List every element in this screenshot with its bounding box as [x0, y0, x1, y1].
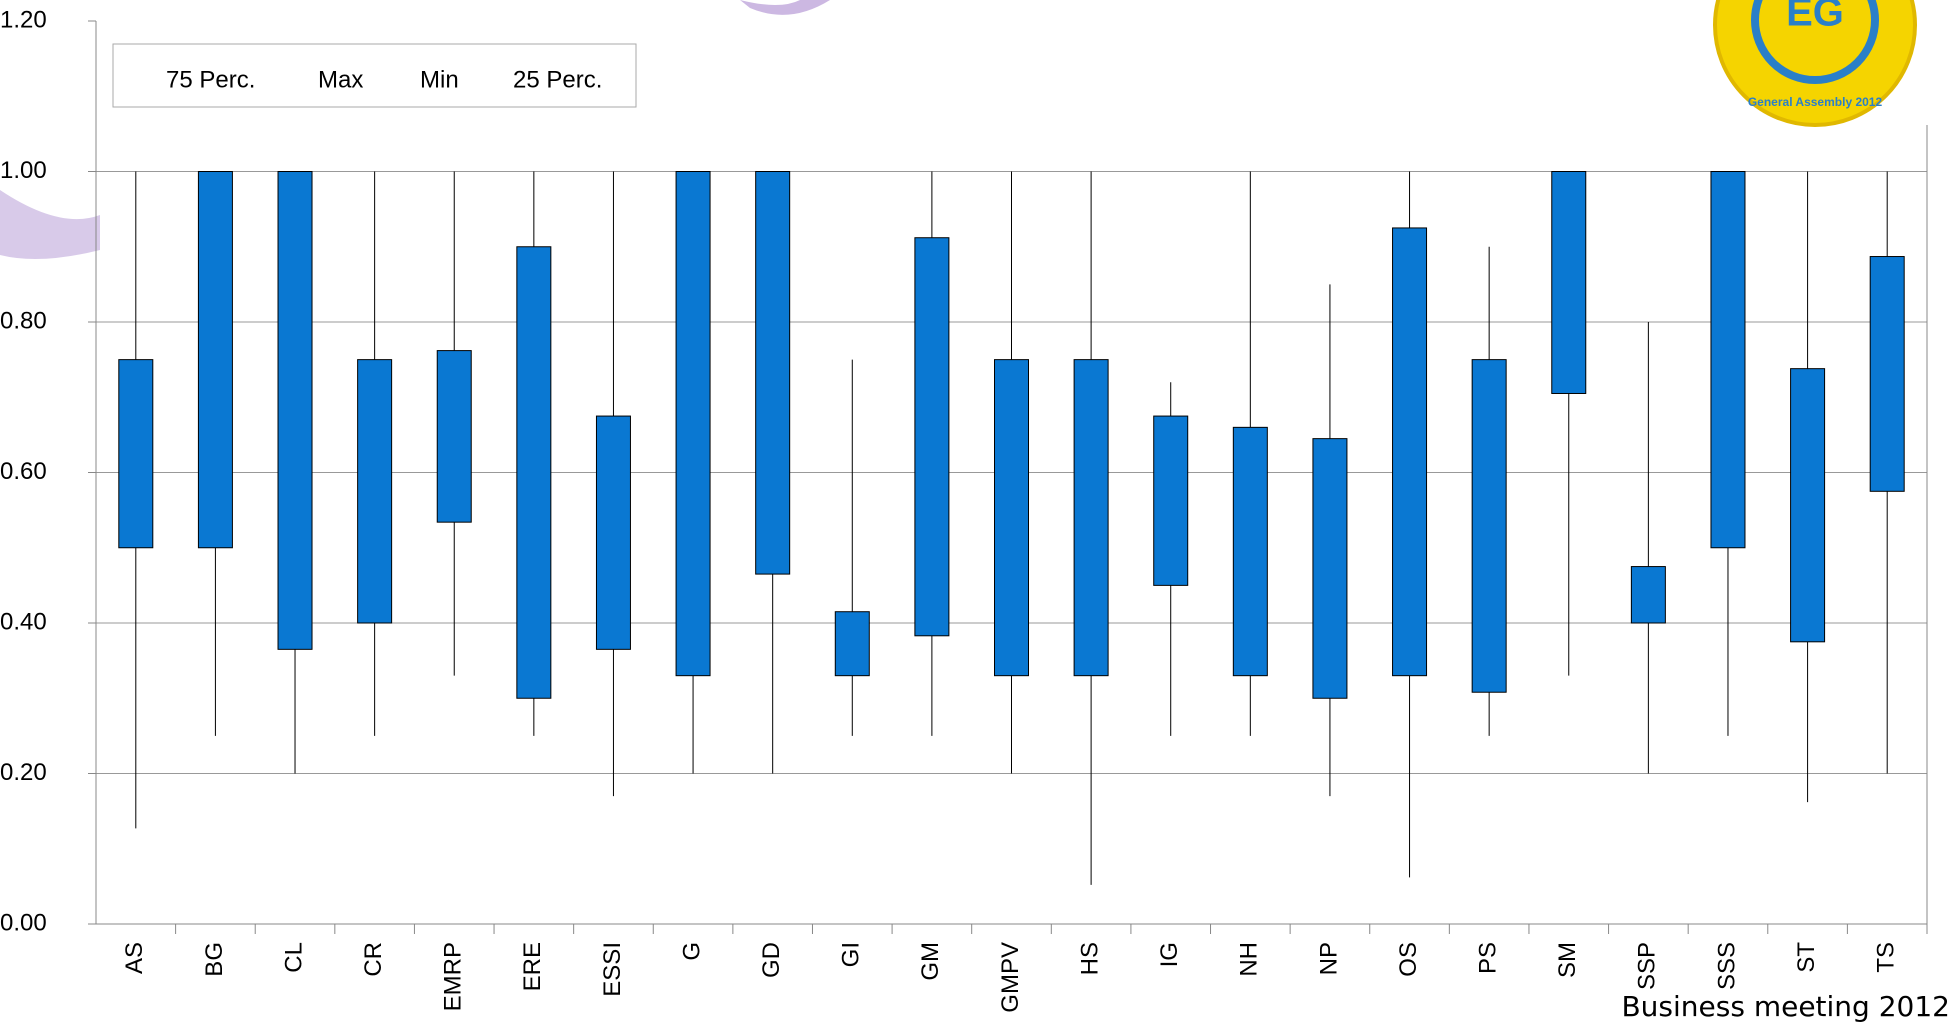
box [835, 612, 869, 676]
legend: 75 Perc. Max Min 25 Perc. [113, 44, 636, 107]
x-tick-label: SSP [1634, 942, 1661, 990]
box [1791, 369, 1825, 642]
decoration [740, 0, 830, 15]
x-tick-label: AS [121, 942, 148, 974]
legend-label: 75 Perc. [166, 66, 255, 93]
x-tick-label: NH [1236, 942, 1263, 977]
y-tick-label: 1.20 [0, 6, 47, 33]
logo-initials: EG [1786, 0, 1844, 35]
box [1472, 360, 1506, 693]
box [358, 360, 392, 623]
box [915, 238, 949, 636]
x-tick-label: CL [280, 942, 307, 973]
x-tick-label: GMPV [997, 942, 1024, 1013]
box [1631, 567, 1665, 623]
y-tick-label: 0.00 [0, 909, 47, 936]
y-tick-label: 0.20 [0, 759, 47, 786]
y-tick-label: 0.60 [0, 458, 47, 485]
x-tick-label: ST [1793, 942, 1820, 973]
box [1074, 360, 1108, 676]
y-tick-label: 0.80 [0, 307, 47, 334]
y-tick-label: 1.00 [0, 157, 47, 184]
legend-label: Min [420, 66, 459, 93]
x-tick-label: ERE [519, 942, 546, 991]
box [1552, 172, 1586, 394]
x-tick-label: CR [360, 942, 387, 977]
box [437, 351, 471, 523]
box [1393, 228, 1427, 676]
x-tick-label: GI [838, 942, 865, 967]
box [1711, 172, 1745, 548]
footer: Business meeting 2012 [1621, 990, 1950, 1023]
legend-label: 25 Perc. [513, 66, 602, 93]
x-tick-label: PS [1474, 942, 1501, 974]
decoration [0, 190, 100, 259]
logo: EG General Assembly 2012 [1715, 0, 1915, 125]
y-tick-label: 0.40 [0, 608, 47, 635]
box [1233, 427, 1267, 675]
box [278, 172, 312, 650]
box [756, 172, 790, 575]
box [596, 416, 630, 649]
chart: EG General Assembly 2012 Business meetin… [0, 0, 1957, 1025]
x-tick-label: IG [1156, 942, 1183, 967]
x-tick-label: NP [1315, 942, 1342, 975]
x-tick-label: TS [1873, 942, 1900, 973]
x-tick-label: GD [758, 942, 785, 978]
x-tick-label: HS [1076, 942, 1103, 975]
x-tick-label: OS [1395, 942, 1422, 977]
x-tick-label: G [678, 942, 705, 961]
box [198, 172, 232, 548]
x-tick-label: ESSI [599, 942, 626, 997]
box [1154, 416, 1188, 585]
box [1313, 439, 1347, 699]
legend-label: Max [318, 66, 363, 93]
x-tick-label: SSS [1713, 942, 1740, 990]
x-tick-label: GM [917, 942, 944, 981]
box [517, 247, 551, 699]
box [119, 360, 153, 548]
box [1870, 257, 1904, 492]
box [995, 360, 1029, 676]
x-tick-label: BG [201, 942, 228, 977]
x-tick-label: SM [1554, 942, 1581, 978]
logo-text: General Assembly 2012 [1748, 95, 1883, 109]
box [676, 172, 710, 676]
x-tick-label: EMRP [440, 942, 467, 1011]
